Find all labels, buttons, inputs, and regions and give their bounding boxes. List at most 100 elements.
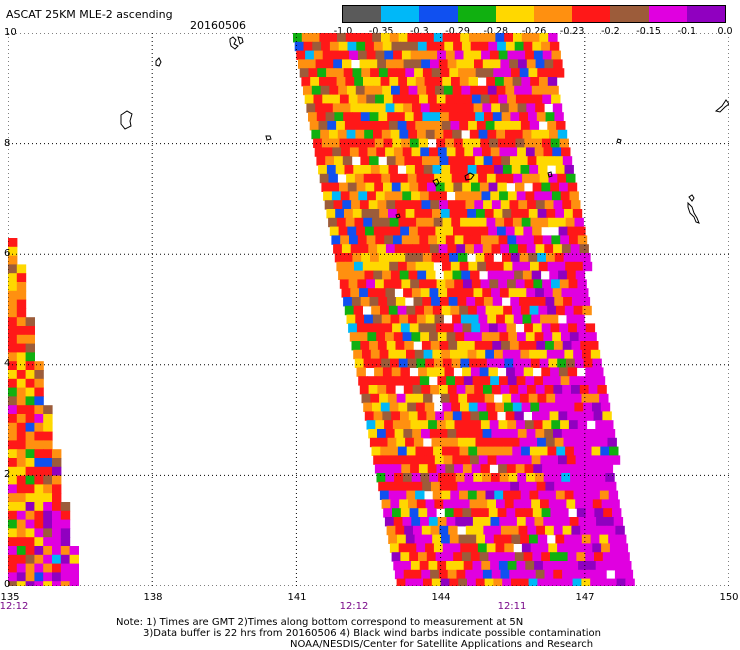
swath-cell bbox=[475, 112, 485, 122]
swath-cell bbox=[462, 552, 472, 562]
swath-cell bbox=[331, 94, 341, 104]
swath-cell bbox=[34, 475, 44, 485]
swath-cell bbox=[341, 288, 351, 298]
color-swatch bbox=[457, 6, 496, 22]
swath-cell bbox=[331, 50, 341, 60]
swath-cell bbox=[486, 358, 497, 368]
swath-cell bbox=[451, 543, 461, 553]
swath-cell bbox=[451, 217, 461, 228]
swath-cell bbox=[401, 94, 411, 104]
swath-cell bbox=[429, 473, 439, 483]
swath-cell bbox=[453, 138, 464, 148]
swath-cell bbox=[426, 41, 437, 52]
swath-cell bbox=[501, 112, 511, 122]
swath-cell bbox=[487, 499, 497, 509]
swath-cell bbox=[438, 59, 449, 69]
swath-cell bbox=[396, 209, 407, 219]
swath-cell bbox=[549, 41, 560, 52]
swath-cell bbox=[52, 458, 62, 468]
swath-cell bbox=[450, 305, 460, 316]
swath-cell bbox=[512, 217, 523, 228]
swath-cell bbox=[52, 572, 62, 582]
swath-cell bbox=[514, 455, 524, 465]
swath-cell bbox=[394, 473, 404, 483]
swath-cell bbox=[453, 323, 464, 333]
swath-cell bbox=[477, 446, 487, 456]
swath-cell bbox=[344, 165, 354, 175]
swath-cell bbox=[534, 332, 544, 342]
swath-cell bbox=[380, 305, 390, 316]
swath-cell bbox=[538, 261, 549, 272]
swath-cell bbox=[545, 297, 555, 307]
swath-cell bbox=[494, 349, 504, 360]
swath-cell bbox=[550, 138, 561, 148]
swath-cell bbox=[507, 50, 517, 60]
swath-cell bbox=[540, 455, 550, 465]
swath-cell bbox=[605, 473, 615, 483]
swath-cell bbox=[570, 288, 580, 298]
swath-cell bbox=[355, 129, 365, 140]
swath-cell bbox=[414, 209, 424, 219]
swath-cell bbox=[467, 393, 477, 404]
swath-cell bbox=[522, 129, 532, 140]
swath-cell bbox=[34, 458, 44, 468]
swath-cell bbox=[431, 112, 441, 122]
swath-cell bbox=[362, 349, 372, 360]
swath-cell bbox=[526, 59, 537, 69]
swath-cell bbox=[548, 402, 558, 412]
swath-cell bbox=[340, 191, 351, 201]
swath-cell bbox=[426, 455, 436, 465]
swath-cells bbox=[8, 33, 635, 586]
swath-cell bbox=[475, 297, 485, 307]
swath-cell bbox=[418, 464, 429, 474]
swath-cell bbox=[545, 341, 555, 351]
swath-cell bbox=[8, 405, 18, 415]
swath-cell bbox=[447, 429, 457, 439]
swath-cell bbox=[449, 534, 460, 544]
swath-cell bbox=[364, 314, 374, 324]
swath-cell bbox=[349, 191, 359, 201]
swath-cell bbox=[500, 569, 510, 580]
swath-cell bbox=[328, 173, 338, 184]
swath-cell bbox=[463, 279, 473, 289]
swath-cell bbox=[378, 437, 389, 448]
swath-cell bbox=[433, 446, 443, 456]
swath-cell bbox=[483, 385, 493, 395]
swath-cell bbox=[446, 561, 456, 571]
swath-cell bbox=[428, 517, 439, 527]
swath-cell bbox=[513, 499, 523, 509]
swath-cell bbox=[501, 156, 511, 166]
swath-cell bbox=[43, 519, 53, 529]
swath-cell bbox=[485, 446, 496, 456]
swath-cell bbox=[584, 499, 594, 509]
swath-cell bbox=[317, 68, 327, 78]
swath-cell bbox=[443, 85, 454, 96]
swath-cell bbox=[380, 446, 390, 456]
swath-cell bbox=[513, 358, 523, 368]
swath-cell bbox=[318, 165, 328, 175]
swath-cell bbox=[475, 437, 485, 448]
swath-cell bbox=[366, 420, 376, 430]
swath-cell bbox=[541, 323, 552, 333]
swath-cell bbox=[407, 77, 417, 87]
swath-cell bbox=[500, 429, 510, 439]
color-swatch bbox=[686, 6, 726, 22]
swath-cell bbox=[467, 578, 477, 586]
color-swatch bbox=[610, 6, 649, 22]
swath-cell bbox=[535, 385, 546, 395]
swath-cell bbox=[25, 352, 35, 362]
swath-cell bbox=[406, 349, 416, 360]
swath-cell bbox=[499, 517, 509, 527]
swath-cell bbox=[502, 68, 512, 78]
swath-cell bbox=[541, 138, 552, 148]
swath-cell bbox=[376, 103, 387, 113]
swath-cell bbox=[610, 455, 621, 465]
swath-cell bbox=[52, 502, 62, 512]
x-tick-label: 135 bbox=[0, 592, 20, 603]
swath-cell bbox=[523, 85, 533, 96]
swath-cell bbox=[405, 534, 416, 544]
swath-cell bbox=[500, 103, 510, 113]
swath-cell bbox=[394, 569, 405, 580]
swath-cell bbox=[322, 94, 332, 104]
swath-cell bbox=[401, 420, 412, 430]
